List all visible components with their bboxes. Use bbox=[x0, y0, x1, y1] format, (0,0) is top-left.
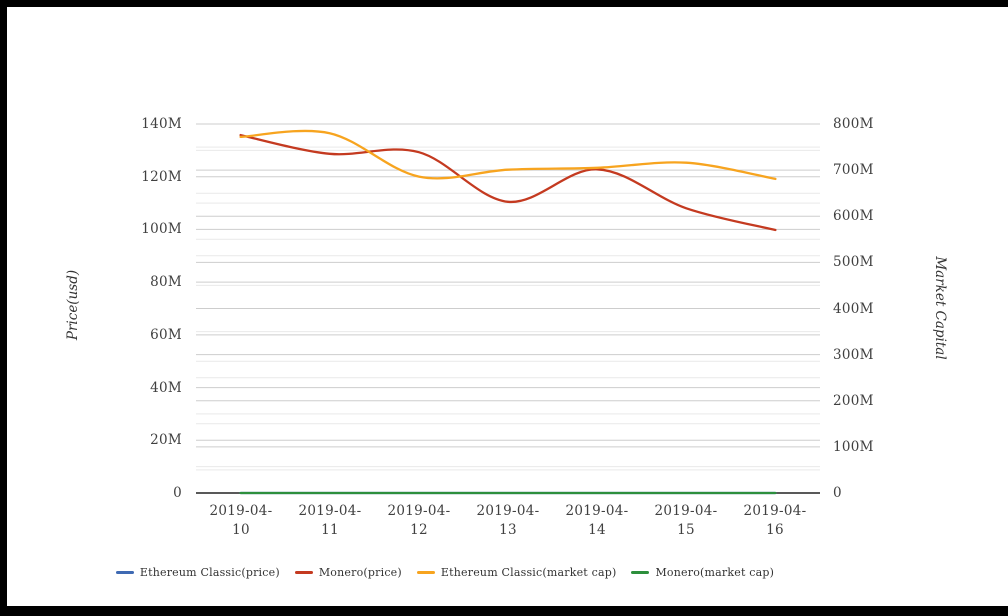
window-border-top bbox=[0, 0, 1008, 7]
x-axis-tick-label: 2019-04- 12 bbox=[371, 502, 467, 540]
x-tick-line2: 11 bbox=[321, 522, 339, 538]
y-axis-left-tick-label: 40M bbox=[150, 380, 182, 396]
x-axis-tick-label: 2019-04- 14 bbox=[549, 502, 645, 540]
x-tick-line2: 13 bbox=[499, 522, 517, 538]
x-axis-tick-label: 2019-04- 16 bbox=[727, 502, 823, 540]
legend-line-marker bbox=[294, 570, 313, 574]
x-tick-line1: 2019-04- bbox=[387, 503, 451, 519]
x-tick-line2: 10 bbox=[232, 522, 250, 538]
legend-label: Ethereum Classic(market cap) bbox=[440, 565, 617, 579]
legend-line-marker bbox=[115, 570, 134, 574]
x-tick-line2: 12 bbox=[410, 522, 428, 538]
legend-item-monero-price[interactable]: Monero(price) bbox=[294, 565, 402, 579]
y-axis-right-tick-label: 400M bbox=[833, 301, 874, 317]
y-axis-left-tick-label: 100M bbox=[141, 221, 182, 237]
y-axis-right-tick-label: 0 bbox=[833, 485, 842, 501]
x-axis-tick-label: 2019-04- 13 bbox=[460, 502, 556, 540]
x-tick-line2: 15 bbox=[677, 522, 695, 538]
window-border-bottom bbox=[0, 606, 1008, 616]
chart-legend: Ethereum Classic(price) Monero(price) Ethe… bbox=[0, 563, 890, 581]
legend-label: Monero(price) bbox=[318, 565, 402, 579]
y-axis-right-tick-label: 200M bbox=[833, 393, 874, 409]
legend-line-marker bbox=[631, 570, 650, 574]
x-axis-tick-label: 2019-04- 11 bbox=[282, 502, 378, 540]
y-axis-left-tick-label: 0 bbox=[173, 485, 182, 501]
y-axis-right-tick-label: 600M bbox=[833, 208, 874, 224]
y-axis-left-tick-label: 60M bbox=[150, 327, 182, 343]
x-axis-tick-label: 2019-04- 15 bbox=[638, 502, 734, 540]
x-tick-line2: 14 bbox=[588, 522, 606, 538]
x-tick-line1: 2019-04- bbox=[654, 503, 718, 519]
left-axis-title: Price(usd) bbox=[65, 269, 81, 341]
y-axis-left-tick-label: 80M bbox=[150, 274, 182, 290]
y-axis-right-tick-label: 300M bbox=[833, 347, 874, 363]
x-tick-line1: 2019-04- bbox=[476, 503, 540, 519]
window-border-left bbox=[0, 0, 7, 616]
right-axis-title: Market Capital bbox=[932, 256, 948, 360]
x-tick-line1: 2019-04- bbox=[743, 503, 807, 519]
y-axis-left-tick-label: 20M bbox=[150, 432, 182, 448]
series-line-monero-price[interactable] bbox=[239, 133, 777, 232]
legend-item-ethereum-classic-market-cap[interactable]: Ethereum Classic(market cap) bbox=[416, 565, 617, 579]
legend-line-marker bbox=[416, 570, 435, 574]
y-axis-right-tick-label: 700M bbox=[833, 162, 874, 178]
y-axis-right-tick-label: 800M bbox=[833, 116, 874, 132]
x-axis-tick-label: 2019-04- 10 bbox=[193, 502, 289, 540]
legend-item-ethereum-classic-price[interactable]: Ethereum Classic(price) bbox=[115, 565, 280, 579]
y-axis-left-tick-label: 120M bbox=[141, 169, 182, 185]
x-tick-line1: 2019-04- bbox=[298, 503, 362, 519]
x-tick-line2: 16 bbox=[766, 522, 784, 538]
x-tick-line1: 2019-04- bbox=[209, 503, 273, 519]
y-axis-left-tick-label: 140M bbox=[141, 116, 182, 132]
legend-item-monero-market-cap[interactable]: Monero(market cap) bbox=[631, 566, 774, 579]
legend-label: Ethereum Classic(price) bbox=[139, 565, 280, 579]
x-tick-line1: 2019-04- bbox=[565, 503, 629, 519]
legend-label: Monero(market cap) bbox=[655, 565, 775, 579]
y-axis-right-tick-label: 500M bbox=[833, 254, 874, 270]
series-line-ethereum-classic-market-cap[interactable] bbox=[239, 129, 777, 181]
y-axis-right-tick-label: 100M bbox=[833, 439, 874, 455]
